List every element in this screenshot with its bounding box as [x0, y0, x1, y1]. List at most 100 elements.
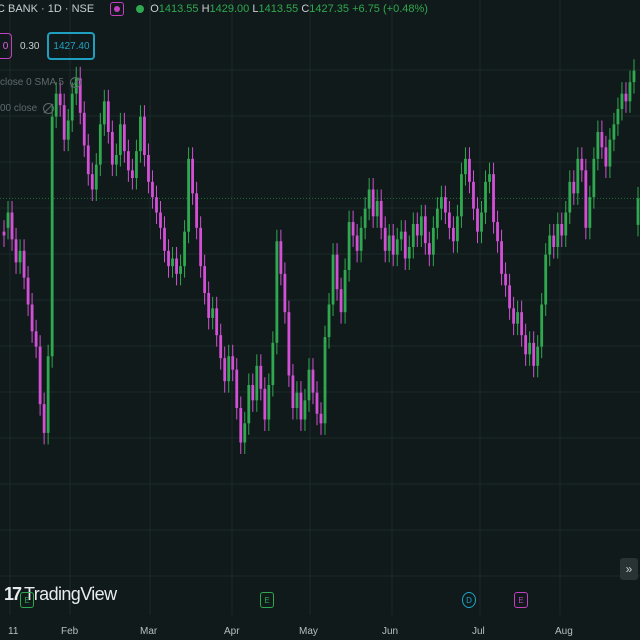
candle-up[interactable] [275, 241, 279, 343]
candle-up[interactable] [540, 304, 544, 347]
candle-down[interactable] [560, 224, 564, 236]
candle-down[interactable] [572, 181, 576, 194]
candle-up[interactable] [620, 93, 624, 109]
candle-up[interactable] [307, 369, 311, 401]
hidden-eye-icon[interactable] [69, 77, 81, 88]
candle-up[interactable] [548, 235, 552, 255]
candle-down[interactable] [38, 346, 42, 405]
candle-down[interactable] [263, 388, 267, 420]
candle-down[interactable] [42, 404, 46, 433]
candle-up[interactable] [327, 304, 331, 338]
candle-up[interactable] [267, 385, 271, 420]
candle-down[interactable] [512, 308, 516, 324]
candle-down[interactable] [86, 145, 90, 175]
candle-down[interactable] [90, 174, 94, 190]
candle-down[interactable] [472, 181, 475, 209]
candle-up[interactable] [255, 365, 259, 401]
candle-up[interactable] [367, 189, 371, 209]
candle-up[interactable] [516, 312, 520, 324]
candle-down[interactable] [339, 289, 343, 313]
candle-up[interactable] [628, 82, 632, 102]
candle-up[interactable] [544, 254, 548, 305]
candle-up[interactable] [431, 227, 435, 255]
candle-down[interactable] [580, 158, 584, 171]
candle-down[interactable] [143, 116, 146, 155]
candle-up[interactable] [464, 158, 467, 175]
candle-up[interactable] [395, 239, 399, 255]
candle-up[interactable] [596, 132, 600, 159]
candle-up[interactable] [243, 423, 247, 443]
candle-up[interactable] [187, 158, 190, 232]
candle-up[interactable] [139, 116, 142, 152]
candle-down[interactable] [34, 331, 38, 347]
candle-down[interactable] [447, 212, 451, 228]
earnings-event-icon[interactable]: E [20, 592, 34, 608]
candle-up[interactable] [227, 356, 231, 382]
candle-down[interactable] [552, 235, 556, 248]
candle-down[interactable] [58, 93, 62, 106]
candle-down[interactable] [287, 312, 291, 376]
candle-up[interactable] [363, 208, 367, 228]
candle-down[interactable] [22, 250, 26, 278]
candle-down[interactable] [110, 132, 114, 165]
earnings-event-icon[interactable]: E [514, 592, 528, 608]
candle-up[interactable] [480, 212, 483, 232]
candle-down[interactable] [443, 197, 447, 213]
candle-down[interactable] [492, 174, 495, 223]
candle-up[interactable] [347, 222, 351, 270]
candle-up[interactable] [18, 250, 22, 263]
candle-down[interactable] [231, 356, 235, 370]
candle-up[interactable] [211, 308, 215, 318]
sell-button[interactable]: 0 [0, 33, 12, 59]
scroll-to-realtime-button[interactable]: » [620, 558, 638, 580]
candle-up[interactable] [247, 385, 251, 424]
candle-up[interactable] [616, 109, 620, 125]
candle-down[interactable] [600, 132, 604, 148]
candle-down[interactable] [520, 312, 524, 336]
candle-down[interactable] [427, 243, 431, 255]
candle-down[interactable] [279, 241, 283, 274]
candle-up[interactable] [171, 258, 174, 267]
dividend-event-icon[interactable]: D [462, 592, 476, 608]
candle-down[interactable] [203, 266, 207, 293]
candle-down[interactable] [147, 155, 150, 182]
candle-up[interactable] [564, 212, 568, 236]
candle-down[interactable] [383, 227, 387, 251]
candle-down[interactable] [26, 277, 30, 305]
candle-up[interactable] [612, 124, 616, 140]
candle-down[interactable] [508, 285, 511, 309]
candle-down[interactable] [524, 335, 528, 355]
candle-down[interactable] [476, 208, 479, 232]
candle-up[interactable] [592, 158, 596, 198]
candle-up[interactable] [46, 356, 50, 433]
candle-down[interactable] [175, 258, 178, 274]
buy-button[interactable]: 1427.40 [47, 32, 96, 60]
candle-down[interactable] [155, 197, 158, 213]
candle-up[interactable] [484, 181, 487, 213]
candle-down[interactable] [106, 101, 110, 132]
candle-down[interactable] [532, 342, 536, 366]
candle-down[interactable] [2, 231, 6, 236]
candle-up[interactable] [70, 93, 74, 121]
indicator-sma-row[interactable]: close 0 SMA 5 [0, 77, 81, 88]
candle-up[interactable] [331, 254, 335, 305]
candle-down[interactable] [335, 254, 339, 290]
candle-down[interactable] [468, 158, 471, 182]
candle-up[interactable] [114, 155, 118, 165]
candle-up[interactable] [66, 120, 70, 140]
candle-up[interactable] [536, 346, 540, 366]
candle-up[interactable] [411, 224, 415, 247]
candle-down[interactable] [319, 413, 323, 424]
candle-up[interactable] [456, 216, 459, 242]
candle-down[interactable] [62, 105, 66, 140]
candle-down[interactable] [624, 93, 628, 102]
candle-up[interactable] [359, 227, 363, 251]
candle-down[interactable] [379, 201, 383, 228]
candle-down[interactable] [207, 293, 211, 318]
candle-up[interactable] [98, 124, 102, 165]
candle-down[interactable] [122, 124, 126, 152]
candle-down[interactable] [259, 365, 263, 389]
candle-down[interactable] [423, 216, 427, 244]
candle-down[interactable] [311, 369, 315, 393]
candle-up[interactable] [102, 101, 106, 125]
